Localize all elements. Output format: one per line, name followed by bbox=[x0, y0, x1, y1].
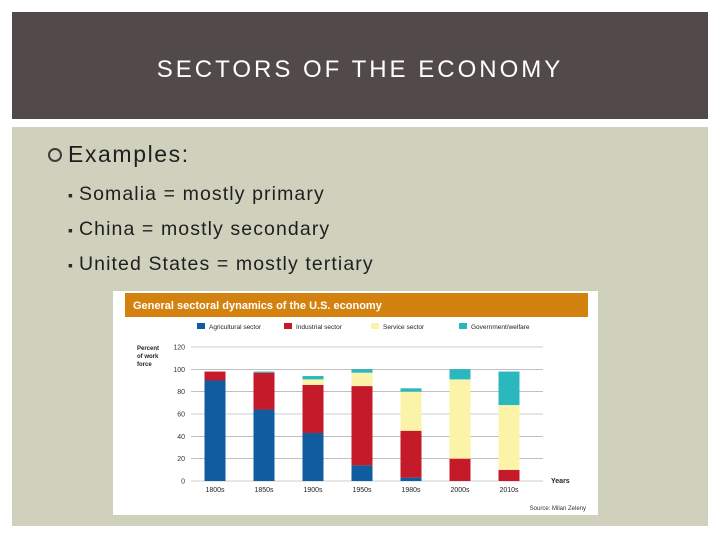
subbullet-text: China = mostly secondary bbox=[78, 218, 331, 240]
square-bullet-icon: ▪ bbox=[68, 256, 73, 273]
bar-segment bbox=[498, 405, 520, 470]
x-tick-label: 1800s bbox=[205, 487, 225, 494]
chart-source: Source: Milan Zeleny bbox=[530, 506, 586, 512]
bar-segment bbox=[302, 379, 324, 385]
y-tick-label: 80 bbox=[177, 389, 185, 396]
bar-segment bbox=[204, 371, 226, 381]
subbullet-text: United States = mostly tertiary bbox=[78, 253, 374, 275]
legend-swatch bbox=[197, 323, 205, 329]
bar-segment bbox=[498, 371, 520, 406]
bar-segment bbox=[400, 430, 422, 478]
x-tick-label: 2010s bbox=[499, 487, 519, 494]
chart-bars bbox=[204, 369, 520, 481]
chart-panel: General sectoral dynamics of the U.S. ec… bbox=[113, 291, 598, 515]
bar-segment bbox=[302, 376, 324, 380]
legend-label: Agricultural sector bbox=[209, 324, 262, 331]
square-bullet-icon: ▪ bbox=[68, 221, 73, 238]
bullet-examples: Examples: bbox=[48, 141, 190, 168]
legend-swatch bbox=[459, 323, 467, 329]
y-tick-label: 120 bbox=[173, 345, 185, 352]
legend-label: Government/welfare bbox=[471, 324, 530, 331]
y-tick-label: 40 bbox=[177, 434, 185, 441]
legend-swatch bbox=[371, 323, 379, 329]
legend-swatch bbox=[284, 323, 292, 329]
chart-header-bar bbox=[125, 293, 588, 317]
bar-segment bbox=[351, 386, 373, 466]
bar-segment bbox=[351, 369, 373, 373]
y-tick-label: 20 bbox=[177, 456, 185, 463]
bar-segment bbox=[302, 384, 324, 433]
x-axis-label: Years bbox=[551, 478, 570, 485]
x-tick-label: 1980s bbox=[401, 487, 421, 494]
x-tick-label: 1950s bbox=[352, 487, 372, 494]
bar-segment bbox=[253, 371, 275, 373]
bar-segment bbox=[449, 369, 471, 380]
y-axis-label-line3: force bbox=[137, 362, 152, 368]
bar-segment bbox=[400, 391, 422, 431]
subbullet-text: Somalia = mostly primary bbox=[78, 183, 325, 205]
bar-segment bbox=[351, 372, 373, 387]
x-tick-label: 1900s bbox=[303, 487, 323, 494]
bar-segment bbox=[449, 458, 471, 481]
title-bar: SECTORS OF THE ECONOMY bbox=[12, 12, 708, 119]
y-axis-label-line1: Percent bbox=[137, 346, 159, 352]
bar-segment bbox=[498, 469, 520, 481]
bullet-text: Examples: bbox=[68, 141, 190, 167]
y-tick-label: 0 bbox=[181, 479, 185, 486]
bar-segment bbox=[253, 409, 275, 481]
subbullet-us: ▪ United States = mostly tertiary bbox=[68, 253, 374, 276]
sector-chart: General sectoral dynamics of the U.S. ec… bbox=[125, 293, 588, 512]
y-axis-label-line2: of work bbox=[137, 354, 159, 360]
chart-legend: Agricultural sector Industrial sector Serv… bbox=[197, 323, 530, 331]
x-tick-label: 1850s bbox=[254, 487, 274, 494]
x-tick-labels: 1800s 1850s 1900s 1950s 1980s 2000s 2010s bbox=[205, 487, 519, 494]
bar-segment bbox=[400, 388, 422, 392]
chart-title: General sectoral dynamics of the U.S. ec… bbox=[133, 300, 383, 312]
bar-segment bbox=[253, 372, 275, 410]
circle-bullet-icon bbox=[48, 147, 62, 162]
legend-label: Industrial sector bbox=[296, 324, 343, 331]
subbullet-somalia: ▪ Somalia = mostly primary bbox=[68, 183, 325, 206]
bar-segment bbox=[204, 380, 226, 481]
slide-title: SECTORS OF THE ECONOMY bbox=[156, 56, 564, 83]
bar-segment bbox=[449, 379, 471, 459]
bar-segment bbox=[400, 477, 422, 481]
bar-segment bbox=[302, 432, 324, 481]
x-tick-label: 2000s bbox=[450, 487, 470, 494]
legend-label: Service sector bbox=[383, 324, 425, 331]
y-tick-label: 100 bbox=[173, 367, 185, 374]
y-tick-label: 60 bbox=[177, 412, 185, 419]
bar-segment bbox=[351, 465, 373, 481]
subbullet-china: ▪ China = mostly secondary bbox=[68, 218, 330, 241]
square-bullet-icon: ▪ bbox=[68, 186, 73, 203]
